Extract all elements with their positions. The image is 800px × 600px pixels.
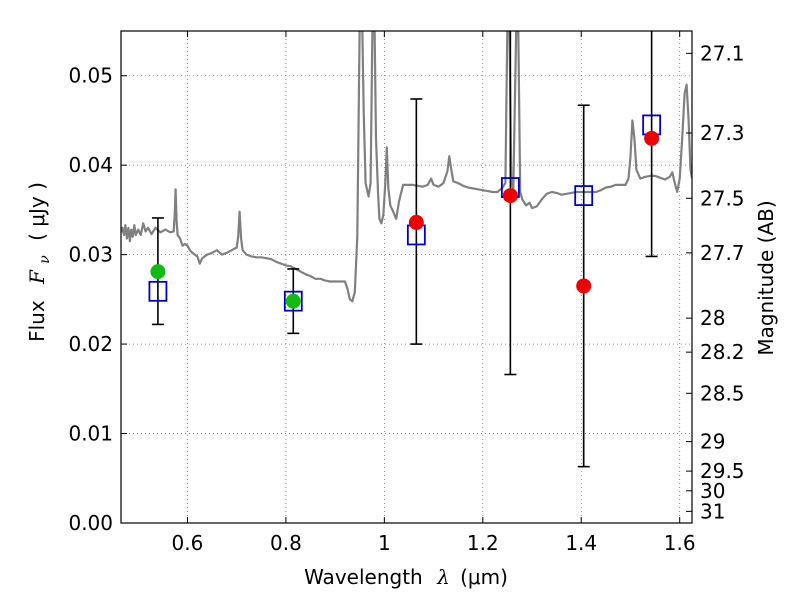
observed-point-marker: [644, 130, 660, 146]
y2-tick-label: 31: [700, 499, 725, 523]
y2-tick-label: 27.7: [700, 241, 745, 265]
x-tick-label: 0.6: [172, 531, 204, 555]
y-axis-label-symbol: F: [25, 269, 49, 285]
y2-tick-label: 30: [700, 479, 725, 503]
y-tick-label: 0.03: [68, 243, 113, 267]
y-axis-label-text: Flux: [25, 300, 49, 342]
plot-area: [121, 31, 692, 303]
y2-tick-label: 28.2: [700, 340, 745, 364]
x-tick-label: 1: [378, 531, 391, 555]
y2-tick-label: 27.3: [700, 121, 745, 145]
observed-point-marker: [150, 264, 166, 280]
y2-tick-label: 29.5: [700, 459, 745, 483]
y2-tick-label: 29: [700, 430, 725, 454]
observed-point-marker: [285, 293, 301, 309]
y-axis-label: Flux F ν ( μJy ): [25, 182, 54, 342]
y-axis-label-subscript: ν: [37, 255, 53, 264]
y2-tick-label: 28.5: [700, 381, 745, 405]
model-square-marker: [148, 280, 168, 302]
y-axis-label-unit: ( μJy ): [25, 182, 49, 241]
y-tick-label: 0.00: [68, 511, 113, 535]
y-tick-label: 0.02: [68, 332, 113, 356]
observed-point-marker: [576, 278, 592, 294]
x-tick-label: 1.4: [565, 531, 597, 555]
model-square-marker: [283, 290, 303, 312]
x-axis-label-symbol: λ: [436, 565, 450, 589]
observed-point-marker: [502, 188, 518, 204]
y-tick-label: 0.01: [68, 422, 113, 446]
ticks: 0.6 0.8 1 1.2 1.4 1.6 0.00 0.01 0.02 0.03 0.04 0.05…: [68, 31, 745, 555]
x-axis-label: Wavelength λ (μm): [304, 565, 508, 589]
y2-axis-label: Magnitude (AB): [754, 200, 778, 355]
y2-tick-label: 28: [700, 306, 725, 330]
markers: [148, 31, 662, 468]
spectrum-line: [121, 31, 692, 303]
x-axis-label-unit: (μm): [460, 565, 508, 589]
y2-tick-label: 27.5: [700, 186, 745, 210]
observed-point-marker: [408, 214, 424, 230]
x-tick-label: 1.2: [467, 531, 499, 555]
x-tick-label: 1.6: [664, 531, 696, 555]
y2-tick-label: 27.1: [700, 41, 745, 65]
plot-frame: [120, 30, 693, 524]
model-square-marker: [574, 185, 594, 206]
y-tick-label: 0.04: [68, 153, 113, 177]
y-tick-label: 0.05: [68, 64, 113, 88]
x-axis-label-text: Wavelength: [304, 565, 423, 589]
x-tick-label: 0.8: [270, 531, 302, 555]
